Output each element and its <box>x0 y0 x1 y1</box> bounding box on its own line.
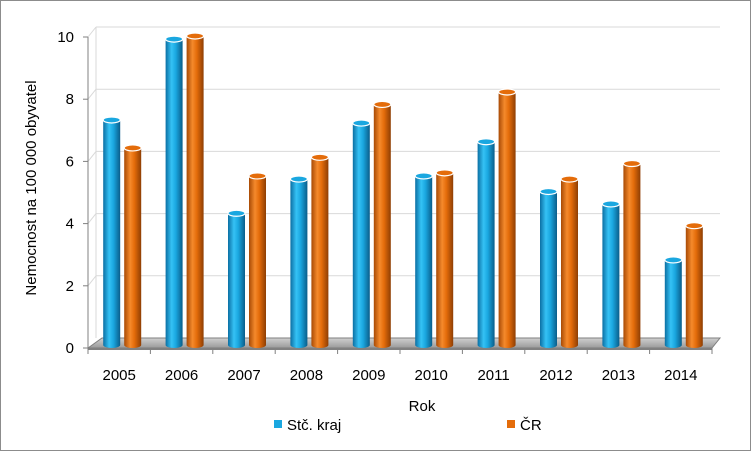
y-axis-title: Nemocnost na 100 000 obyvatel <box>23 80 40 295</box>
bar-body <box>436 172 454 348</box>
bar-cr-2007 <box>248 172 267 348</box>
bar-top <box>248 172 267 180</box>
bar-top <box>601 200 621 208</box>
bar-top <box>560 175 579 183</box>
bar-stc-kraj-2005 <box>102 116 121 348</box>
x-tick-label: 2007 <box>227 367 260 384</box>
bar-body <box>352 123 370 348</box>
bar-body <box>165 39 183 349</box>
bar-body <box>290 179 308 348</box>
bar-body <box>228 213 245 348</box>
bar-top <box>289 175 308 183</box>
bar-top <box>664 256 683 264</box>
x-tick-label: 2014 <box>664 367 697 384</box>
bar-top <box>539 187 558 196</box>
bar-stc-kraj-2009 <box>352 119 371 348</box>
gridline-side <box>87 275 97 287</box>
bar-top <box>477 138 496 146</box>
bar-stc-kraj-2006 <box>165 35 184 349</box>
x-tick-label: 2009 <box>352 367 385 384</box>
y-tick-label: 2 <box>66 278 74 295</box>
bar-top <box>622 159 642 168</box>
bar-body <box>103 119 121 348</box>
bar-top <box>352 119 371 127</box>
bar-cr-2014 <box>685 222 704 348</box>
bar-top <box>102 116 121 124</box>
bar-body <box>561 179 578 348</box>
bar-body <box>498 91 516 348</box>
x-tick-label: 2012 <box>539 367 572 384</box>
bar-body <box>186 36 204 348</box>
bar-top <box>685 222 704 230</box>
bar-body <box>623 163 641 348</box>
legend: Stč. kraj ČR <box>274 417 542 434</box>
legend-swatch-stc-kraj <box>274 420 282 428</box>
bar-body <box>311 157 329 348</box>
bar-cr-2008 <box>310 153 329 348</box>
bar-stc-kraj-2013 <box>601 200 621 348</box>
bar-cr-2005 <box>123 144 142 348</box>
x-tick-label: 2005 <box>103 367 136 384</box>
legend-label-cr: ČR <box>520 417 542 434</box>
bar-top <box>498 88 517 96</box>
y-tick-label: 8 <box>66 91 74 108</box>
x-tick-label: 2010 <box>415 367 448 384</box>
bar-body <box>477 141 495 348</box>
axes <box>83 36 713 354</box>
bar-stc-kraj-2011 <box>477 138 496 348</box>
bar-stc-kraj-2012 <box>539 187 558 348</box>
bar-body <box>664 259 682 348</box>
gridline-side <box>87 88 97 100</box>
bar-top <box>123 144 142 152</box>
bar-stc-kraj-2010 <box>414 172 433 348</box>
y-tick-label: 6 <box>66 153 74 170</box>
legend-label-stc-kraj: Stč. kraj <box>287 417 341 434</box>
bar-top <box>435 169 454 177</box>
gridline-side <box>87 213 97 224</box>
bar-body <box>602 203 620 348</box>
gridline-side <box>87 151 97 162</box>
bar-body <box>373 104 391 348</box>
bar-top <box>186 32 205 40</box>
y-tick-label: 10 <box>57 29 74 46</box>
bar-stc-kraj-2008 <box>289 175 308 348</box>
bars <box>102 32 704 349</box>
bar-body <box>249 175 266 348</box>
bar-top <box>414 172 433 180</box>
bar-stc-kraj-2014 <box>664 256 683 348</box>
bar-cr-2009 <box>373 100 392 348</box>
bar-cr-2011 <box>498 88 517 348</box>
x-tick-label: 2008 <box>290 367 323 384</box>
bar-top <box>310 153 329 161</box>
x-tick-label: 2011 <box>477 367 509 384</box>
legend-swatch-cr <box>507 420 515 428</box>
x-tick-label: 2013 <box>602 367 635 384</box>
bar-body <box>124 147 142 348</box>
bar-cr-2006 <box>186 32 205 348</box>
bar-top <box>227 209 246 217</box>
bar-top <box>373 100 392 109</box>
bar-top <box>165 35 184 43</box>
bar-stc-kraj-2007 <box>227 209 246 348</box>
x-tick-labels: 2005 2006 2007 2008 2009 2010 2011 2012 2013 2014 <box>103 367 698 384</box>
bar-cr-2012 <box>560 175 579 348</box>
y-tick-label: 0 <box>66 340 74 357</box>
x-tick-label: 2006 <box>165 367 198 384</box>
gridline-side <box>87 26 97 38</box>
x-axis-title: Rok <box>409 398 436 415</box>
bar-body <box>685 225 703 348</box>
bar-cr-2013 <box>622 159 642 348</box>
y-tick-label: 4 <box>66 216 74 233</box>
bar-body <box>540 191 557 348</box>
y-tick-labels: 0 2 4 6 8 10 <box>57 29 74 357</box>
bar-cr-2010 <box>435 169 454 348</box>
bar-body <box>415 175 433 348</box>
